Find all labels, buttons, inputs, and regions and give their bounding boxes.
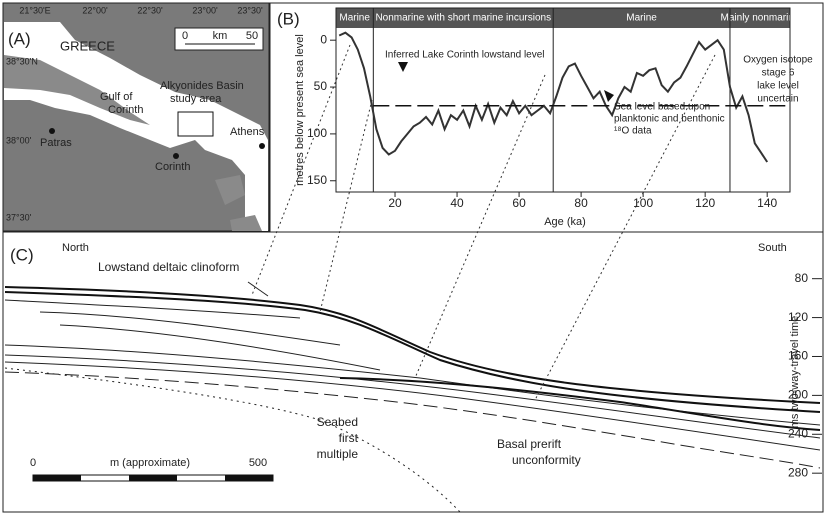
time-tick-label: 200 <box>788 388 808 402</box>
direction-label: South <box>758 242 787 254</box>
time-tick-label: 120 <box>788 310 808 324</box>
map-scale-start: 0 <box>182 30 188 42</box>
scale-bar-segment <box>225 475 273 481</box>
connector <box>319 99 373 313</box>
gulf-label: Gulf of <box>100 91 133 103</box>
direction-label: North <box>62 242 89 254</box>
map-scale-end: 50 <box>246 30 258 42</box>
x-tick-label: 100 <box>633 196 653 210</box>
seismic-axis-label: ms two-way-travel time <box>789 316 801 428</box>
zone-label: Nonmarine with short marine incursions <box>375 13 551 24</box>
longitude-label: 22°00' <box>82 5 108 15</box>
y-tick-label: 150 <box>307 173 327 187</box>
longitude-label: 23°00' <box>192 5 218 15</box>
multiple-label: Seabed <box>317 415 358 429</box>
longitude-label: 22°30' <box>137 5 163 15</box>
annotation: ¹⁸O data <box>614 126 652 137</box>
scale-start: 0 <box>30 457 36 469</box>
y-tick-label: 100 <box>307 126 327 140</box>
annotation: lake level <box>757 81 799 92</box>
zone-header <box>729 8 790 28</box>
map-panel: (A) GREECE 0 km 50 Alkyonides Basin stud… <box>2 2 270 232</box>
clinoform-label: Lowstand deltaic clinoform <box>98 260 239 274</box>
panel-label: (B) <box>277 9 300 28</box>
y-tick-label: 50 <box>314 79 328 93</box>
reflector <box>4 354 821 451</box>
y-tick-label: 0 <box>320 32 327 46</box>
town-label: Corinth <box>155 161 190 173</box>
unconformity-label: unconformity <box>512 453 581 467</box>
latitude-label: 38°00' <box>6 135 32 145</box>
unconformity <box>4 371 821 469</box>
time-tick-label: 280 <box>788 465 808 479</box>
annotation: planktonic and benthonic <box>614 114 725 125</box>
clinoform-reflector <box>4 299 821 426</box>
multiple-label: multiple <box>317 447 359 461</box>
map-coast <box>4 55 150 125</box>
zone-label: Mainly nonmarine <box>721 13 800 24</box>
time-tick-label: 240 <box>788 426 808 440</box>
x-axis-label: Age (ka) <box>544 216 586 228</box>
zone-header <box>336 8 374 28</box>
seismic-panel: (C) North South Lowstand deltaic clinofo… <box>2 231 824 513</box>
reflector <box>4 291 821 413</box>
x-tick-label: 20 <box>388 196 402 210</box>
scale-bar-segment <box>129 475 177 481</box>
arrowhead <box>604 90 614 102</box>
reflector <box>339 377 821 431</box>
longitude-label: 21°30'E <box>19 5 50 15</box>
town-marker <box>49 128 55 134</box>
longitude-label: 23°30' <box>237 5 263 15</box>
x-tick-label: 120 <box>695 196 715 210</box>
annotation: Sea level based upon <box>614 102 710 113</box>
x-tick-label: 40 <box>450 196 464 210</box>
seabed-reflector <box>4 286 821 404</box>
unconformity-label: Basal prerift <box>497 437 562 451</box>
multiple-label: first <box>339 431 359 445</box>
lowstand-label: Inferred Lake Corinth lowstand level <box>385 50 545 61</box>
x-tick-label: 140 <box>757 196 777 210</box>
town-label: Patras <box>40 137 72 149</box>
annotation: stage 6 <box>762 68 795 79</box>
town-marker <box>259 143 265 149</box>
zone-label: Marine <box>626 13 657 24</box>
panel-label: (C) <box>10 245 34 264</box>
study-area-label: Alkyonides Basin <box>160 80 244 92</box>
map-sea <box>4 22 268 231</box>
annotation: uncertain <box>757 94 798 105</box>
time-tick-label: 160 <box>788 349 808 363</box>
time-tick-label: 80 <box>795 271 809 285</box>
seismic-frame <box>2 231 824 513</box>
country-label: GREECE <box>60 38 115 53</box>
town-label: Athens <box>230 126 265 138</box>
x-tick-label: 60 <box>512 196 526 210</box>
gulf-label: Corinth <box>108 104 143 116</box>
study-area-box <box>177 111 214 137</box>
plot-frame <box>335 7 791 193</box>
panel-label: (A) <box>8 29 31 48</box>
scale-unit: m (approximate) <box>110 457 190 469</box>
town-marker <box>173 153 179 159</box>
scale-bar-segment <box>33 475 81 481</box>
annotation: Oxygen isotope <box>743 55 813 66</box>
chart-panel <box>269 2 824 233</box>
zone-header <box>373 8 554 28</box>
connectors <box>251 44 716 401</box>
callout-line <box>247 281 269 297</box>
arrowhead <box>398 62 408 72</box>
sea-level-line <box>338 31 769 163</box>
scale-end: 500 <box>249 457 267 469</box>
latitude-label: 37°30' <box>6 212 32 222</box>
map-scale-unit: km <box>213 30 228 42</box>
latitude-label: 38°30'N <box>6 56 38 66</box>
y-axis-label: metres below present sea level <box>294 34 306 186</box>
map-island <box>215 175 262 231</box>
x-tick-label: 80 <box>574 196 588 210</box>
zone-header <box>553 8 730 28</box>
study-area-label: study area <box>170 93 222 105</box>
zone-label: Marine <box>339 13 370 24</box>
